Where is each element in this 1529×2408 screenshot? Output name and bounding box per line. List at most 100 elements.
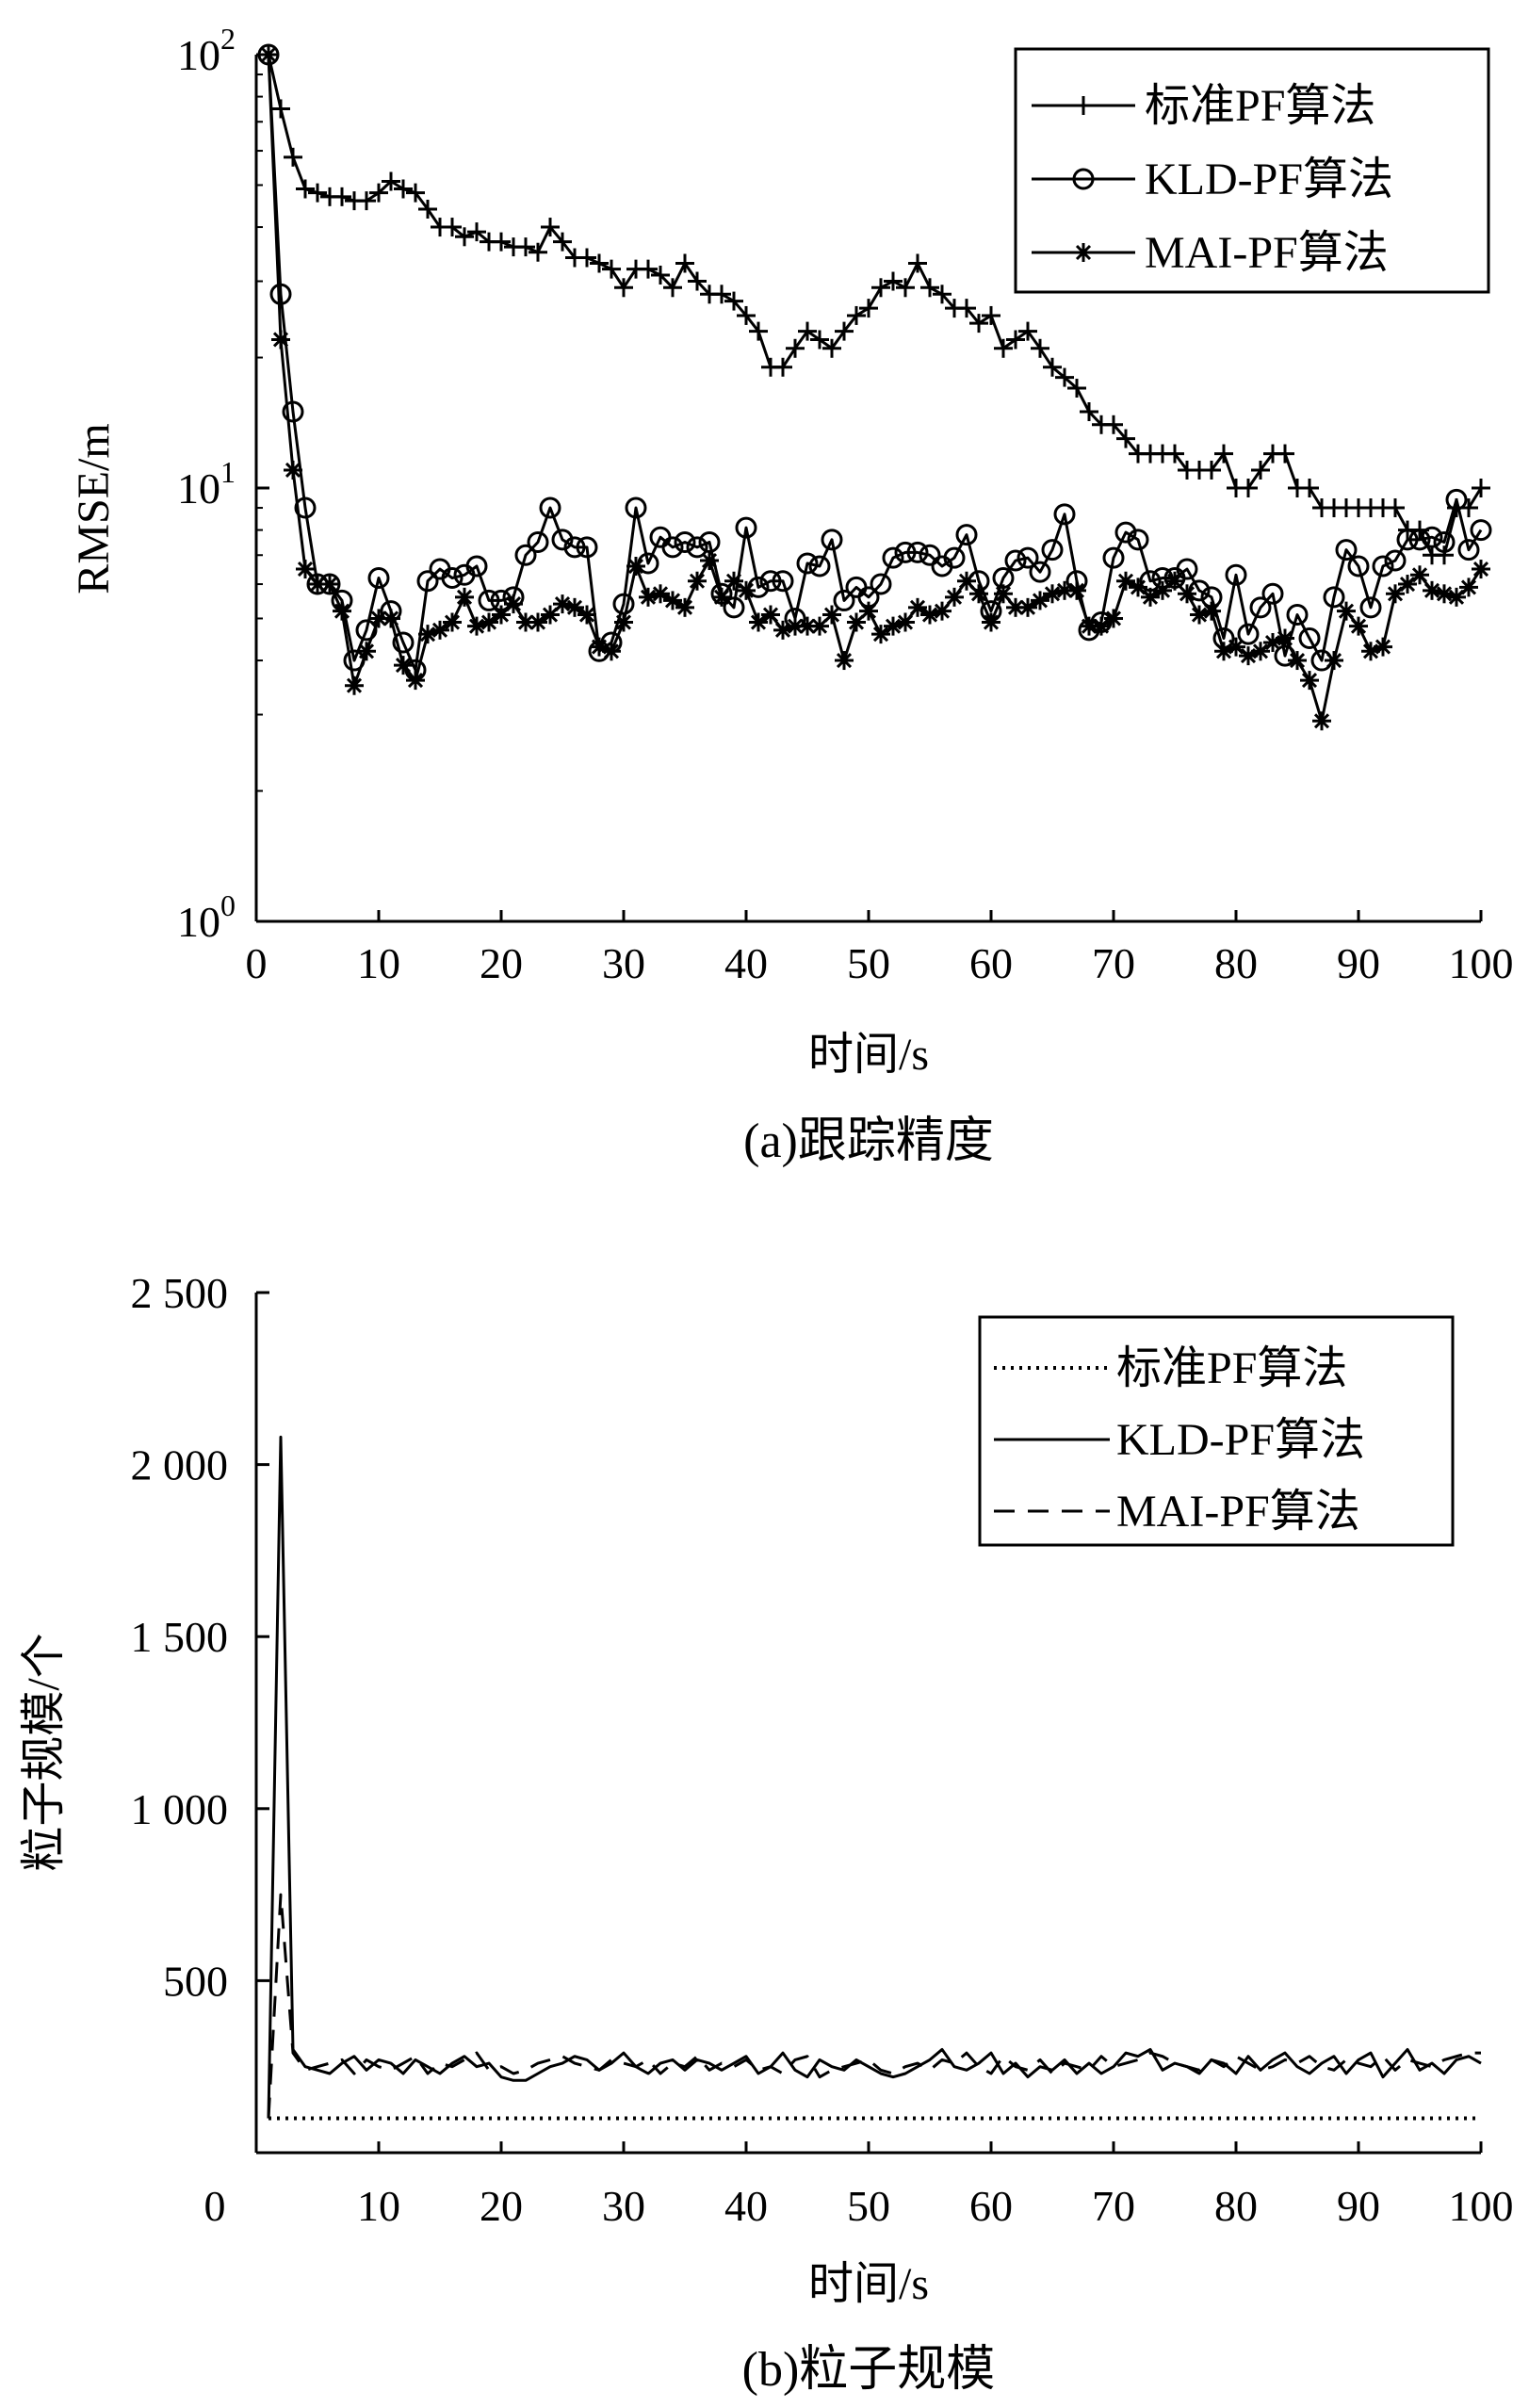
series-a-point-2 [1104, 609, 1123, 628]
series-a-point-2 [1227, 637, 1245, 657]
series-a-point-2 [394, 656, 413, 675]
series-a-point-2 [1129, 578, 1147, 597]
series-a-point-0 [871, 278, 890, 298]
series-a-line-2 [267, 54, 1483, 723]
series-a-point-2 [847, 612, 866, 632]
x-tick-label-b: 80 [1214, 2182, 1258, 2230]
series-a-point-1 [1004, 549, 1027, 572]
series-a-point-2 [896, 612, 915, 632]
series-a-point-0 [516, 237, 535, 257]
y-tick-label-b: 2 500 [131, 1269, 229, 1317]
plot-a-series [257, 43, 1492, 731]
y-axis-label-b: 粒子规模/个 [19, 1633, 69, 1871]
series-a-point-0 [369, 183, 388, 203]
series-a-point-1 [282, 400, 304, 423]
series-a-point-0 [737, 305, 756, 325]
series-a-point-0 [590, 253, 609, 273]
series-a-point-0 [1276, 444, 1294, 464]
series-a-point-1 [1433, 530, 1456, 553]
series-a-point-2 [871, 625, 890, 644]
series-a-point-2 [822, 605, 841, 625]
series-a-point-0 [933, 285, 952, 304]
series-a-point-1 [882, 546, 904, 569]
series-a-point-0 [798, 321, 817, 341]
series-a-point-0 [1104, 415, 1123, 434]
legend-a-marker-1 [1072, 168, 1095, 190]
series-a-point-1 [772, 570, 794, 593]
legend-b-box [978, 1315, 1455, 1547]
series-a-point-1 [661, 536, 684, 559]
series-a-point-1 [906, 541, 929, 563]
y-tick-label-a: 101 [177, 455, 236, 513]
series-a-point-0 [896, 278, 915, 298]
series-a-point-2 [700, 551, 719, 571]
series-a-point-1 [955, 524, 978, 546]
series-a-point-2 [798, 616, 817, 636]
series-a-point-0 [994, 338, 1013, 358]
series-a-point-0 [1055, 367, 1074, 387]
series-a-point-0 [1251, 460, 1270, 480]
series-a-point-2 [957, 571, 976, 591]
series-a-point-0 [1043, 357, 1062, 377]
series-a-point-0 [786, 338, 805, 358]
legend-a-label-1: KLD-PF算法 [1145, 155, 1393, 204]
series-a-point-1 [1298, 627, 1321, 650]
series-a-point-1 [1372, 555, 1394, 578]
series-a-point-1 [294, 496, 317, 519]
series-a-2 [259, 45, 1490, 731]
series-a-point-1 [686, 536, 708, 559]
series-a-point-0 [382, 171, 400, 191]
series-a-point-2 [406, 671, 425, 691]
series-a-point-1 [723, 596, 745, 619]
series-a-point-2 [553, 594, 572, 614]
series-a-point-0 [957, 299, 976, 318]
series-a-point-1 [1114, 521, 1137, 544]
series-a-point-1 [1176, 558, 1198, 580]
series-a-point-1 [1470, 519, 1492, 542]
series-a-point-1 [1286, 604, 1309, 626]
series-a-point-2 [1006, 597, 1025, 617]
series-a-point-2 [810, 616, 829, 636]
series-a-point-2 [443, 612, 462, 632]
series-a-point-0 [467, 222, 486, 242]
series-a-point-2 [541, 605, 560, 625]
series-a-point-2 [945, 587, 964, 607]
legend-b-label-2: MAI-PF算法 [1116, 1487, 1360, 1537]
series-a-point-0 [406, 183, 425, 203]
series-a-point-2 [1165, 571, 1184, 591]
series-a-point-1 [1029, 561, 1051, 583]
series-a-point-0 [1006, 330, 1025, 350]
plot-a-ticks: 0 10 20 30 40 50 60 70 80 90 100 100 101 102 [177, 22, 1514, 987]
series-a-point-1 [1225, 563, 1247, 586]
plot-b-ticks: 0 10 20 30 40 50 60 70 80 90 100 500 1 000 1 500 2 000… [131, 1269, 1514, 2230]
series-a-point-2 [577, 605, 596, 625]
series-a-point-1 [539, 496, 561, 519]
x-tick-label-a: 70 [1092, 939, 1135, 987]
series-a-point-2 [859, 601, 878, 621]
series-a-point-2 [884, 616, 903, 636]
series-a-point-1 [1335, 539, 1358, 561]
series-a-point-1 [478, 589, 500, 611]
series-a-point-0 [492, 232, 511, 252]
series-b-line-1 [267, 1435, 1482, 2119]
series-a-point-2 [1472, 560, 1490, 579]
series-a-point-2 [271, 330, 290, 350]
series-a-point-2 [320, 575, 339, 594]
series-a-point-2 [1386, 584, 1405, 604]
series-a-point-0 [1300, 479, 1319, 497]
series-a-point-1 [355, 619, 378, 642]
series-a-point-1 [625, 496, 647, 519]
series-a-point-2 [1337, 601, 1356, 621]
series-a-point-0 [908, 253, 927, 273]
series-a-point-1 [527, 530, 549, 553]
series-a-point-2 [1055, 580, 1074, 600]
series-a-point-0 [418, 200, 437, 220]
y-tick-label-a: 102 [177, 22, 236, 79]
legend-a-marks [1032, 96, 1135, 262]
series-a-point-2 [565, 597, 584, 617]
y-tick-label-b: 1 000 [131, 1785, 229, 1833]
series-a-point-1 [1323, 586, 1345, 609]
series-a-point-2 [480, 612, 498, 632]
series-a-point-2 [1202, 601, 1221, 621]
series-a-point-2 [1178, 584, 1196, 604]
